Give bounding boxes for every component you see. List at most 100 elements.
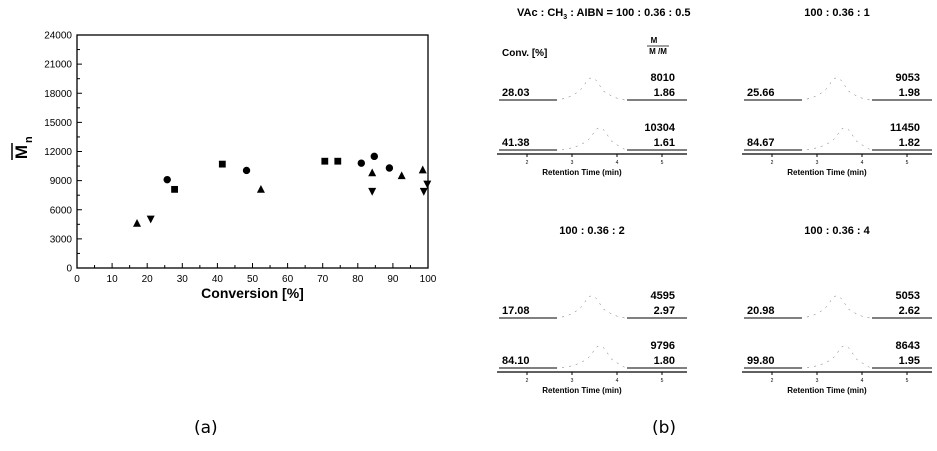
gpc-pdi-label: 2.97	[654, 305, 675, 317]
y-axis-label-a: Mn	[11, 136, 35, 160]
y-tick-label-a: 21000	[44, 60, 72, 71]
gpc-trace-peak	[744, 77, 932, 101]
gpc-pdi-label: 1.95	[899, 355, 920, 367]
gpc-title: 100 : 0.36 : 1	[804, 7, 869, 19]
gpc-mn-label: 9796	[651, 340, 675, 352]
gpc-conversion-label: 17.08	[502, 305, 530, 317]
gpc-x-tick-label: 5	[906, 378, 909, 384]
y-axis-label-text: M	[12, 145, 31, 159]
gpc-x-tick-label: 2	[771, 378, 774, 384]
gpc-x-tick-label: 2	[526, 160, 529, 166]
gpc-mn-label: 11450	[890, 122, 920, 134]
gpc-header-sub: 3	[563, 14, 567, 21]
x-tick-label-a: 20	[142, 274, 154, 285]
gpc-mn-label: 4595	[651, 290, 675, 302]
gpc-title: 100 : 0.36 : 2	[559, 225, 624, 237]
data-point-triangle-down	[423, 180, 432, 189]
gpc-x-tick-label: 4	[616, 160, 619, 166]
data-point-circle	[163, 175, 171, 184]
x-tick-label-a: 90	[387, 274, 399, 285]
gpc-mn-label: 8643	[896, 340, 920, 352]
x-axis-label-a: Conversion [%]	[201, 285, 304, 301]
gpc-pdi-label: 1.80	[654, 355, 675, 367]
gpc-conversion-label: 20.98	[747, 305, 775, 317]
x-tick-label-a: 80	[352, 274, 364, 285]
x-tick-label-a: 40	[212, 274, 224, 285]
gpc-pdi-label: 1.86	[654, 87, 675, 99]
gpc-conversion-label: 84.10	[502, 355, 530, 367]
gpc-trace-peak	[744, 295, 932, 319]
x-tick-label-a: 30	[177, 274, 189, 285]
gpc-x-tick-label: 4	[616, 378, 619, 384]
data-point-circle	[370, 152, 378, 161]
data-point-circle	[357, 159, 366, 167]
gpc-col-conv: Conv. [%]	[502, 48, 547, 59]
gpc-x-tick-label: 5	[661, 160, 664, 166]
x-tick-label-a: 50	[247, 274, 259, 285]
gpc-conversion-label: 41.38	[502, 137, 530, 149]
data-point-triangle-down	[368, 187, 377, 196]
y-tick-label-a: 24000	[44, 31, 72, 42]
data-point-triangle-down	[419, 187, 428, 196]
gpc-x-axis-label: Retention Time (min)	[787, 386, 867, 395]
data-point-circle	[242, 166, 251, 175]
y-axis-label-sub: n	[23, 136, 35, 143]
gpc-x-tick-label: 5	[661, 378, 664, 384]
gpc-x-tick-label: 4	[861, 160, 864, 166]
gpc-mn-label: 8010	[651, 72, 675, 84]
y-tick-label-a: 0	[66, 264, 72, 275]
panel-label-b: (b)	[652, 418, 677, 438]
x-tick-label-a: 10	[107, 274, 119, 285]
gpc-pdi-label: 1.61	[654, 137, 675, 149]
y-tick-label-a: 9000	[50, 176, 73, 187]
gpc-mn-label: 5053	[896, 290, 920, 302]
gpc-mn-label: 9053	[896, 72, 920, 84]
x-tick-label-a: 0	[74, 274, 80, 285]
gpc-col-mw-bottom: M /M	[649, 47, 667, 56]
gpc-header: VAc : CH3 : AIBN = 100 : 0.36 : 0.5	[517, 7, 691, 21]
data-point-triangle-up	[418, 165, 427, 174]
data-point-triangle-up	[397, 171, 406, 180]
gpc-trace-peak	[499, 77, 687, 101]
gpc-x-tick-label: 2	[526, 378, 529, 384]
gpc-col-mw-top: M	[651, 36, 658, 45]
gpc-pdi-label: 1.98	[899, 87, 920, 99]
y-tick-label-a: 15000	[44, 118, 72, 129]
y-tick-label-a: 6000	[50, 205, 73, 216]
gpc-x-tick-label: 3	[816, 378, 819, 384]
gpc-x-axis-label: Retention Time (min)	[787, 168, 867, 177]
gpc-header-rest: : AIBN = 100 : 0.36 : 0.5	[567, 7, 690, 19]
gpc-mn-label: 10304	[644, 122, 675, 134]
gpc-x-tick-label: 3	[571, 378, 574, 384]
gpc-x-tick-label: 3	[816, 160, 819, 166]
data-point-circle	[385, 164, 394, 172]
gpc-x-tick-label: 4	[861, 378, 864, 384]
gpc-conversion-label: 99.80	[747, 355, 775, 367]
gpc-title: 100 : 0.36 : 4	[804, 225, 870, 237]
data-point-square	[218, 160, 226, 168]
gpc-x-axis-label: Retention Time (min)	[542, 386, 622, 395]
gpc-x-axis-label: Retention Time (min)	[542, 168, 622, 177]
gpc-x-tick-label: 3	[571, 160, 574, 166]
gpc-conversion-label: 84.67	[747, 137, 775, 149]
x-tick-label-a: 60	[282, 274, 294, 285]
data-point-square	[321, 157, 329, 165]
data-point-triangle-down	[146, 215, 155, 224]
panel-label-a: (a)	[194, 418, 218, 438]
gpc-x-tick-label: 5	[906, 160, 909, 166]
x-tick-label-a: 100	[420, 274, 437, 285]
gpc-pdi-label: 2.62	[899, 305, 920, 317]
gpc-pdi-label: 1.82	[899, 137, 920, 149]
data-point-triangle-up	[133, 218, 142, 227]
data-point-triangle-up	[256, 184, 265, 193]
y-tick-label-a: 3000	[50, 234, 73, 245]
y-tick-label-a: 18000	[44, 89, 72, 100]
data-point-square	[171, 185, 178, 193]
y-tick-label-a: 12000	[44, 147, 72, 158]
gpc-x-tick-label: 2	[771, 160, 774, 166]
gpc-conversion-label: 28.03	[502, 87, 530, 99]
plot-frame-a	[76, 34, 429, 269]
x-tick-label-a: 70	[317, 274, 329, 285]
